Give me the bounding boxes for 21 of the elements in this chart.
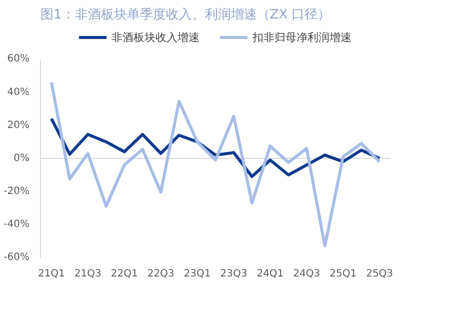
x-tick-label: 23Q1	[184, 268, 211, 280]
x-tick-label: 24Q1	[256, 268, 284, 280]
x-tick-label: 22Q3	[147, 268, 174, 280]
y-tick-label: -40%	[4, 218, 30, 230]
x-tick-label: 25Q3	[366, 268, 394, 280]
x-tick-label: 25Q1	[330, 268, 357, 280]
y-tick-label: 0%	[14, 152, 30, 164]
legend-label: 非酒板块收入增速	[112, 30, 200, 44]
y-tick-label: 40%	[7, 86, 30, 98]
y-tick-label: 20%	[7, 120, 30, 131]
y-tick-label: -60%	[4, 252, 30, 263]
x-tick-label: 21Q3	[74, 268, 102, 280]
x-tick-label: 24Q3	[293, 268, 320, 280]
legend-label: 扣非归母净利润增速	[252, 30, 352, 44]
x-tick-label: 22Q1	[110, 268, 138, 280]
line-series	[50, 80, 382, 248]
y-tick-label: 60%	[7, 54, 30, 65]
x-tick-label: 23Q3	[220, 268, 248, 280]
y-tick-label: -20%	[4, 186, 30, 197]
chart-title: 图1：非酒板块单季度收入、利润增速（ZX 口径）	[40, 6, 331, 22]
x-tick-label: 21Q1	[38, 268, 65, 280]
